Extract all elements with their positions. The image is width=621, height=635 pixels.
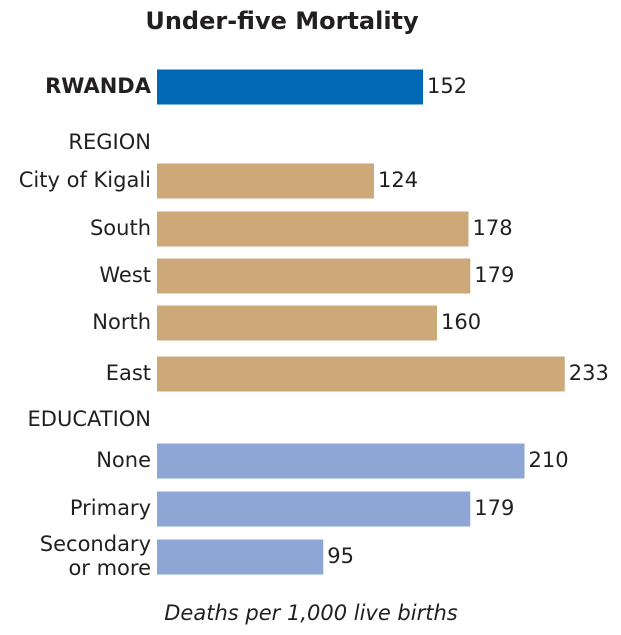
bar bbox=[157, 69, 423, 105]
chart-title: Under-five Mortality bbox=[145, 7, 419, 35]
x-axis-label: Deaths per 1,000 live births bbox=[164, 601, 458, 625]
category-label: East bbox=[106, 361, 151, 385]
bar bbox=[157, 356, 565, 392]
category-label: None bbox=[96, 448, 151, 472]
value-label: 160 bbox=[441, 310, 481, 334]
category-label: City of Kigali bbox=[19, 168, 151, 192]
value-label: 152 bbox=[427, 74, 467, 98]
value-label: 124 bbox=[378, 168, 418, 192]
category-label: RWANDA bbox=[45, 74, 152, 98]
value-label: 178 bbox=[473, 216, 513, 240]
bar bbox=[157, 491, 471, 527]
category-label: North bbox=[92, 310, 151, 334]
category-label: Secondary or more bbox=[40, 532, 151, 580]
bar bbox=[157, 211, 469, 247]
category-label: REGION bbox=[68, 130, 151, 154]
bar bbox=[157, 539, 324, 575]
value-label: 179 bbox=[474, 263, 514, 287]
value-label: 95 bbox=[327, 544, 354, 568]
value-label: 179 bbox=[474, 496, 514, 520]
bar bbox=[157, 258, 471, 294]
category-label: Primary bbox=[70, 496, 151, 520]
category-label: EDUCATION bbox=[28, 407, 151, 431]
value-label: 233 bbox=[569, 361, 609, 385]
value-label: 210 bbox=[529, 448, 569, 472]
bar bbox=[157, 305, 437, 341]
bar bbox=[157, 443, 525, 479]
category-label: South bbox=[90, 216, 151, 240]
bar bbox=[157, 163, 374, 199]
category-label: West bbox=[99, 263, 151, 287]
